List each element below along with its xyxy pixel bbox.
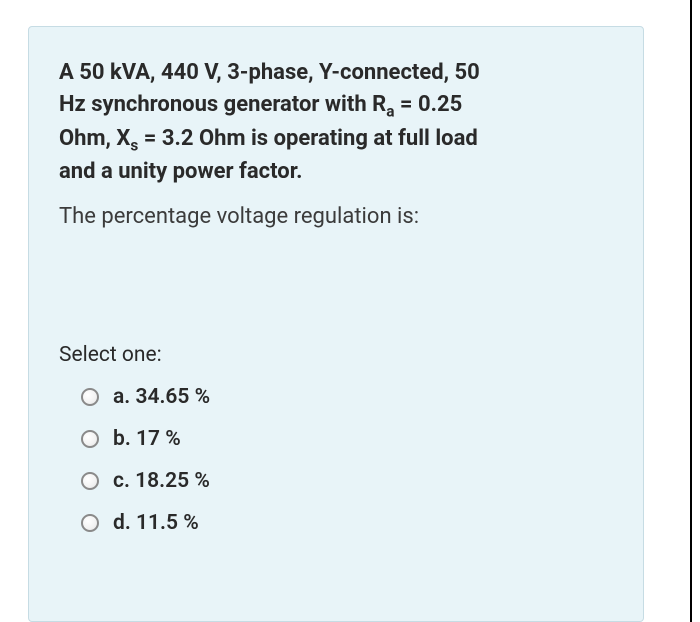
radio-c[interactable] <box>81 472 99 490</box>
select-one-label: Select one: <box>59 343 613 367</box>
options-list: a. 34.65 % b. 17 % c. 18.25 % d. 11.5 % <box>59 385 613 535</box>
question-stem: A 50 kVA, 440 V, 3-phase, Y-connected, 5… <box>59 57 613 188</box>
question-prompt: The percentage voltage regulation is: <box>59 202 613 233</box>
option-c-label: c. 18.25 % <box>113 469 210 493</box>
option-a[interactable]: a. 34.65 % <box>81 385 613 409</box>
option-d[interactable]: d. 11.5 % <box>81 511 613 535</box>
option-b[interactable]: b. 17 % <box>81 427 613 451</box>
screenshot-frame: A 50 kVA, 440 V, 3-phase, Y-connected, 5… <box>0 0 700 622</box>
stem-line-4: and a unity power factor. <box>59 159 302 184</box>
stem-line-2b: = 0.25 <box>394 92 462 117</box>
option-b-label: b. 17 % <box>113 427 181 451</box>
option-c[interactable]: c. 18.25 % <box>81 469 613 493</box>
option-d-label: d. 11.5 % <box>113 511 199 535</box>
stem-line-2a: Hz synchronous generator with R <box>59 92 386 117</box>
option-a-label: a. 34.65 % <box>113 385 210 409</box>
radio-a[interactable] <box>81 388 99 406</box>
radio-d[interactable] <box>81 514 99 532</box>
question-card: A 50 kVA, 440 V, 3-phase, Y-connected, 5… <box>28 26 644 622</box>
stem-line-3a: Ohm, X <box>59 126 130 151</box>
stem-line-3b: = 3.2 Ohm is operating at full load <box>138 126 477 151</box>
stem-line-1: A 50 kVA, 440 V, 3-phase, Y-connected, 5… <box>59 60 480 85</box>
right-frame-edge <box>690 0 700 622</box>
radio-b[interactable] <box>81 430 99 448</box>
